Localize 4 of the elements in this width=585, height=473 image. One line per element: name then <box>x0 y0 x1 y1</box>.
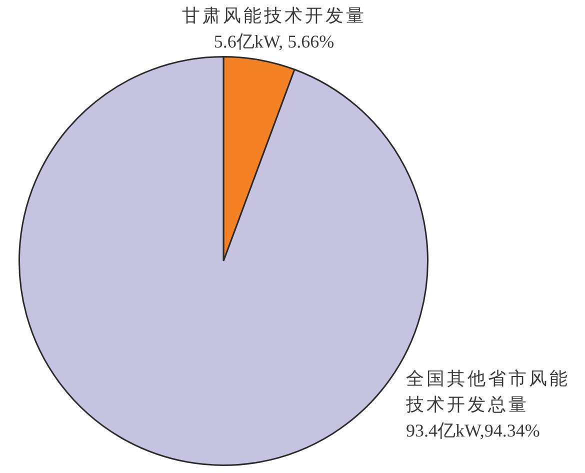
data-label: 93.4亿kW,94.34% <box>406 420 540 441</box>
slice-label: 甘肃风能技术开发量 <box>182 6 366 26</box>
slice-label: 全国其他省市风能技术开发总量 <box>405 368 570 415</box>
data-label: 5.6亿kW, 5.66% <box>214 32 334 52</box>
